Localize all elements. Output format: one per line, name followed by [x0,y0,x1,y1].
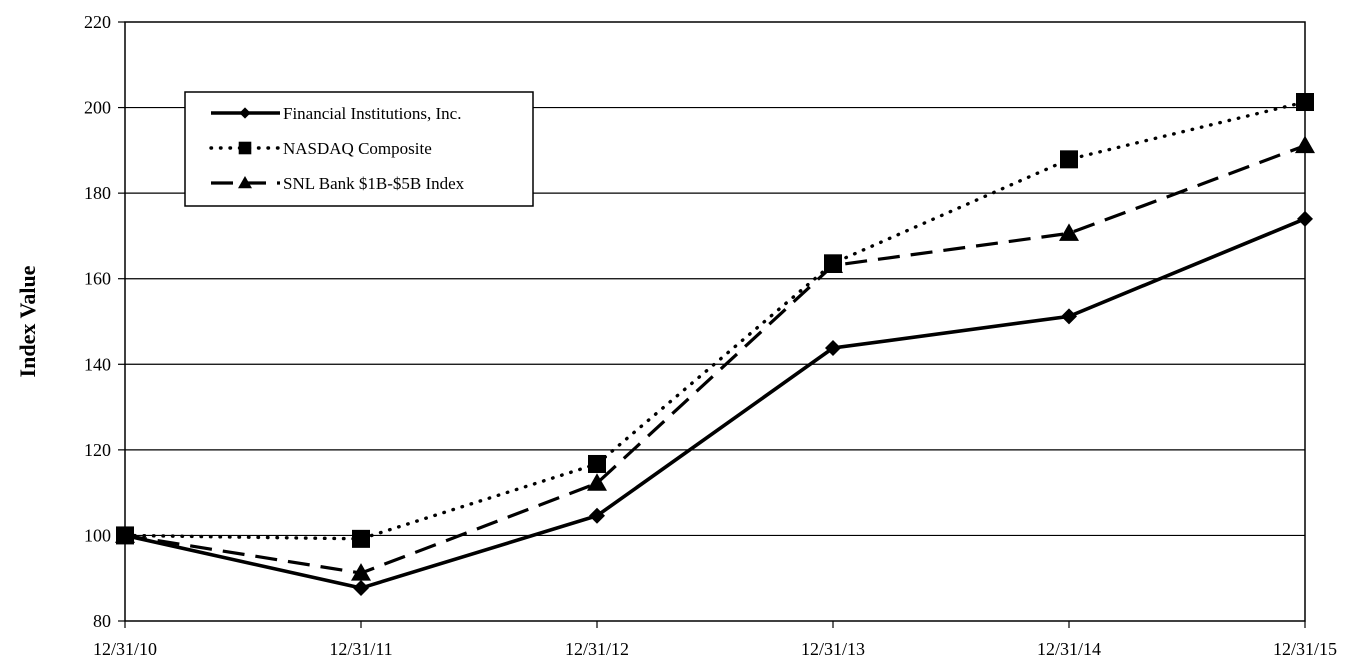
series-1-point [353,580,369,597]
series-3-point [1295,135,1315,154]
legend-swatch-marker [238,176,252,189]
y-tick-label: 160 [84,269,111,289]
series-2-point [588,454,606,473]
plot-area-frame [124,21,1306,622]
legend-item-2: NASDAQ Composite [209,139,432,158]
y-tick-label: 100 [84,525,111,545]
series-1-point [825,340,841,357]
x-tick-label: 12/31/11 [329,639,392,659]
series-3-point [1059,223,1079,241]
series-2-point [824,254,842,273]
y-tick-label: 200 [84,98,111,118]
series-3-point [587,473,607,491]
legend: Financial Institutions, Inc. NASDAQ Compo… [184,91,534,207]
legend-swatch-marker [239,107,251,119]
series-1 [117,210,1313,597]
legend-item-3: SNL Bank $1B-$5B Index [211,174,465,193]
series-1-line [124,217,1306,590]
series-1-point [1297,210,1313,227]
y-tick-label: 180 [84,183,111,203]
y-tick-label: 80 [93,611,111,631]
series-2-point [352,529,370,548]
x-tick-label: 12/31/10 [93,639,157,659]
x-tick-label: 12/31/14 [1037,639,1101,659]
y-tick-label: 120 [84,440,111,460]
series-2 [116,93,1314,548]
y-tick-label: 220 [84,12,111,32]
y-tick-label: 140 [84,354,111,374]
series-1-point [1061,308,1077,325]
series-2-point [1060,150,1078,169]
series-1-point [117,527,133,544]
legend-swatch-marker [238,141,252,155]
series-layer [115,93,1315,597]
series-2-point [1296,93,1314,112]
x-axis-ticks: 12/31/10 12/31/11 12/31/12 12/31/13 12/31/14… [93,621,1337,659]
series-3-point [351,563,371,581]
legend-label: SNL Bank $1B-$5B Index [283,174,465,193]
x-tick-label: 12/31/13 [801,639,865,659]
series-1-point [589,507,605,524]
x-tick-label: 12/31/12 [565,639,629,659]
legend-label: NASDAQ Composite [283,139,432,158]
x-tick-label: 12/31/15 [1273,639,1337,659]
y-axis-ticks: 80 100 120 140 160 180 200 220 [84,12,125,631]
legend-label: Financial Institutions, Inc. [283,104,461,123]
legend-item-1: Financial Institutions, Inc. [211,104,461,123]
series-2-line [123,100,1307,541]
series-3-line [124,144,1306,575]
y-axis-title: Index Value [15,265,40,377]
